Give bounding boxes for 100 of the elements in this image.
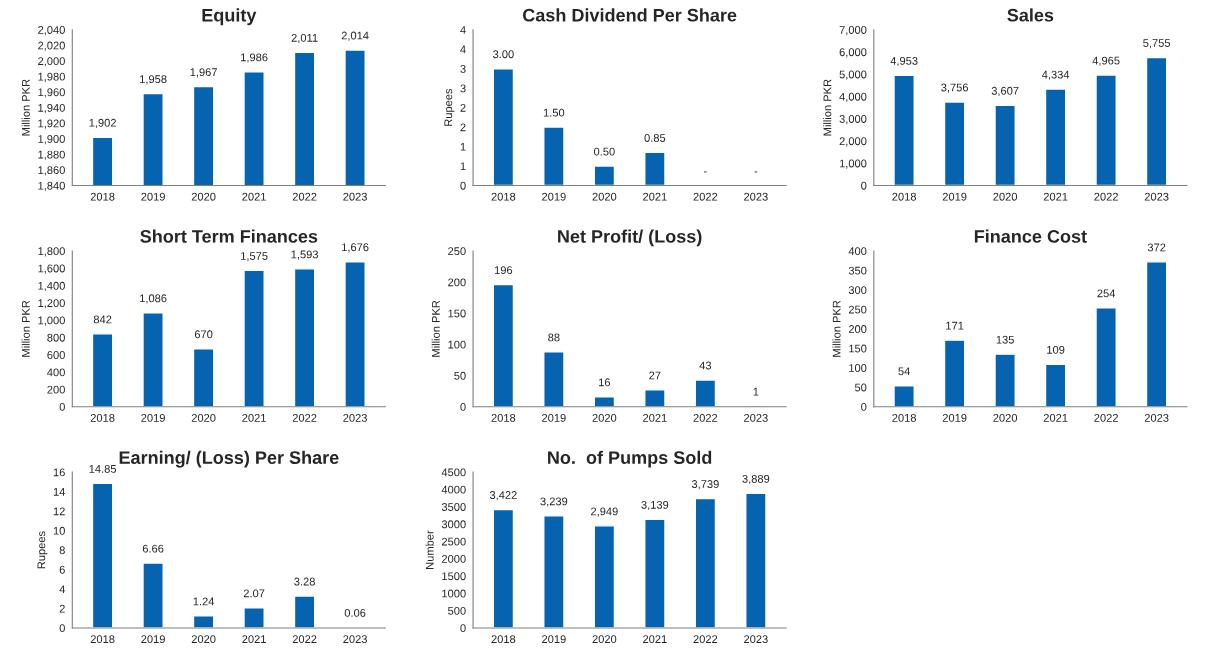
x-tick-label: 2022 [1094,192,1118,201]
y-axis-title: Rupees [444,88,455,126]
y-tick-label: 300 [848,286,867,295]
x-tick-label: 2019 [141,413,165,422]
y-tick-label: 7,000 [839,26,867,36]
x-tick-label: 2019 [141,635,165,644]
y-tick-label: 250 [848,305,867,314]
data-label: 3,889 [742,474,770,485]
x-tick-label: 2019 [542,413,566,422]
y-tick-label: 3,000 [839,115,867,125]
y-tick-label: 1,980 [38,72,65,82]
y-tick-label: 1,800 [38,247,65,257]
data-label: 196 [494,266,513,275]
x-tick-label: 2020 [592,413,617,422]
data-label: 0.85 [644,134,666,142]
data-label: 1,676 [342,243,369,253]
data-label: 3,739 [691,480,719,490]
x-tick-label: 2020 [592,192,617,201]
y-tick-label: 100 [849,364,867,372]
y-tick-label: 2,020 [38,41,65,51]
data-label: 254 [1097,289,1116,298]
y-tick-label: 1500 [442,572,466,581]
y-tick-label: 2000 [441,554,466,563]
chart-title: Cash Dividend Per Share [522,8,737,22]
data-label: 2,014 [341,31,369,41]
chart-title: Finance Cost [974,229,1087,243]
x-tick-label: 2018 [491,192,516,201]
data-label: 171 [946,321,964,330]
y-tick-label: 2500 [441,537,466,546]
x-tick-label: 2023 [1144,192,1169,201]
text: - [704,171,707,173]
y-tick-label: 0 [460,403,466,411]
y-tick-label: 150 [448,309,466,318]
x-tick-label: 2023 [343,192,367,201]
x-tick-label: 2019 [141,192,165,201]
x-tick-label: 2020 [993,413,1018,422]
data-label: 5,755 [1143,39,1171,49]
y-tick-label: 400 [47,368,65,377]
x-tick-label: 2022 [693,413,718,422]
data-label: 14.85 [89,464,117,473]
y-tick-label: 1 [460,142,466,151]
y-tick-label: 4 [460,26,466,34]
y-tick-label: 2,000 [839,137,867,147]
y-axis-title: Million PKR [431,300,440,357]
y-tick-label: 1,880 [38,150,65,160]
x-tick-label: 2022 [1094,413,1118,422]
x-tick-label: 2019 [542,635,566,644]
data-label: 372 [1147,243,1166,252]
x-tick-label: 2021 [643,635,667,644]
x-tick-label: 2022 [292,192,317,201]
x-tick-label: 2021 [242,635,266,644]
y-tick-label: 2,000 [38,57,65,67]
y-tick-label: 1,600 [38,264,65,274]
y-axis-title: Number [425,530,434,569]
data-label: 27 [649,371,661,380]
y-tick-label: 600 [47,351,65,359]
y-tick-label: 16 [53,468,65,477]
x-tick-label: 2020 [993,192,1018,201]
data-label: 0.06 [344,608,366,617]
x-tick-label: 2018 [491,413,516,422]
data-label: 670 [194,330,213,339]
x-tick-label: 2023 [343,413,367,422]
data-label: 1,902 [89,118,116,129]
data-label: 2,011 [291,33,318,44]
chart-title: Equity [202,8,257,26]
y-tick-label: 350 [848,266,867,275]
y-tick-label: 1 [460,162,466,171]
y-axis-title: Rupees [37,531,48,569]
y-tick-label: 2,040 [38,26,65,36]
x-tick-label: 2022 [292,635,317,644]
y-tick-label: 1,840 [38,181,65,191]
data-label: 3,139 [641,500,669,511]
x-tick-label: 2020 [191,413,216,422]
y-tick-label: 0 [59,403,65,411]
y-tick-label: 1,200 [38,299,65,309]
data-label: 1,986 [241,53,268,63]
y-tick-label: 0 [861,181,867,190]
data-label: 2.07 [243,589,265,598]
x-tick-label: 2020 [191,635,216,644]
text: - [754,171,758,173]
data-label: 1,593 [291,250,319,260]
x-tick-label: 2021 [1043,192,1068,201]
x-tick-label: 2023 [744,192,768,201]
data-label: 54 [898,367,910,376]
y-axis-title: Million PKR [21,300,30,357]
x-tick-label: 2021 [242,192,266,201]
chart-title: No. of Pumps Sold [548,450,712,468]
y-tick-label: 400 [848,247,867,256]
data-label: 3.00 [492,50,514,59]
y-tick-label: 100 [448,340,466,349]
x-tick-label: 2023 [343,635,367,644]
data-label: 4,965 [1092,56,1120,66]
y-tick-label: 2 [460,123,466,132]
data-label: 4,334 [1041,70,1070,80]
y-tick-label: 0 [59,624,65,633]
x-tick-label: 2020 [592,635,617,644]
data-label: 4,953 [890,56,918,67]
data-label: 88 [548,333,560,342]
y-tick-label: 4000 [441,485,466,494]
chart-title: Earning/ (Loss) Per Share [119,450,339,468]
